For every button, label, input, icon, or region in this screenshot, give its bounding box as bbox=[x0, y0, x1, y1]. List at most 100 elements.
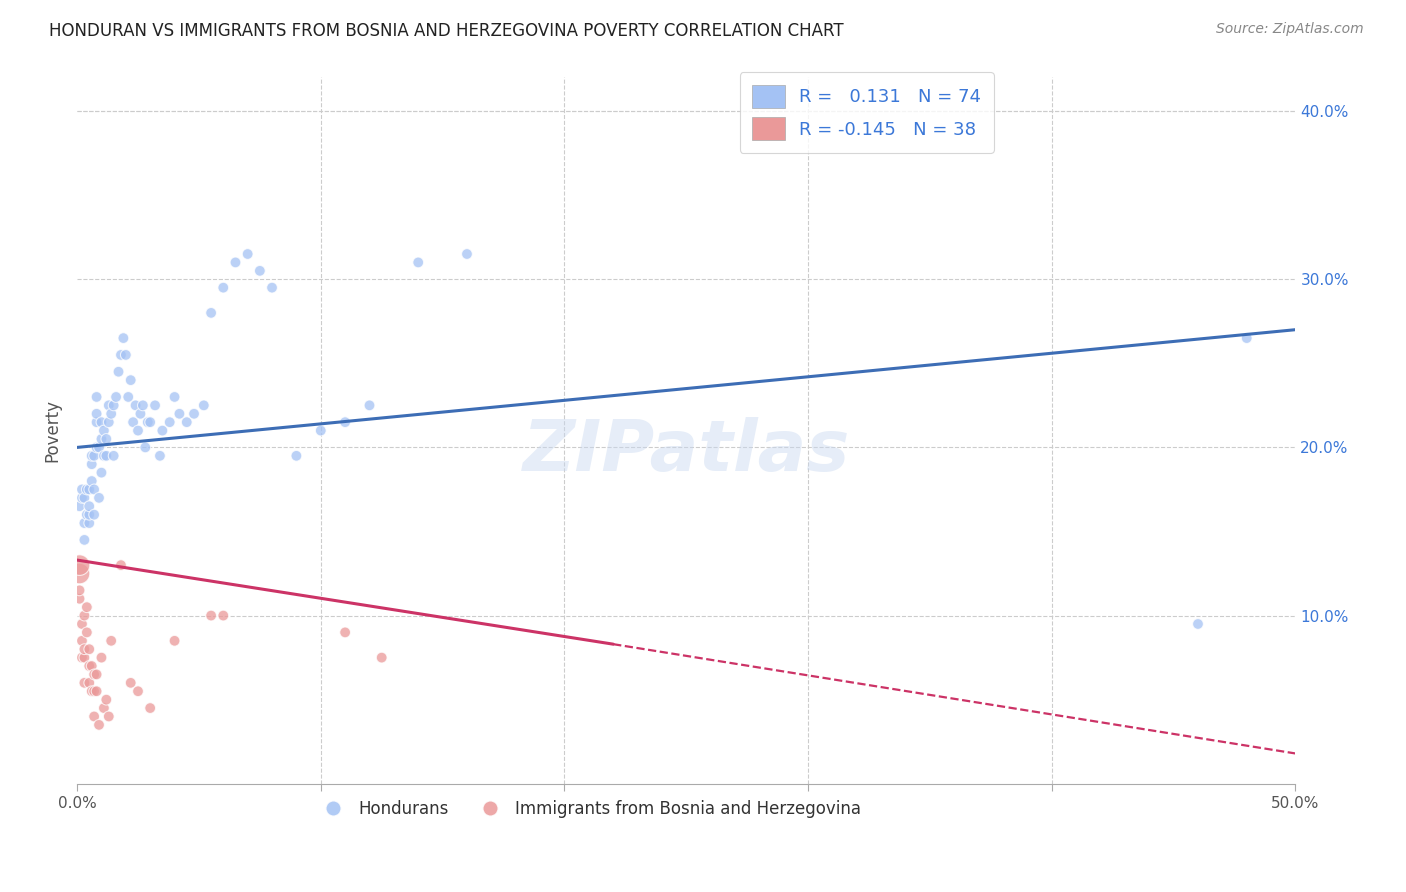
Point bbox=[200, 306, 222, 320]
Point bbox=[69, 566, 91, 581]
Point bbox=[70, 491, 93, 505]
Point bbox=[163, 633, 186, 648]
Point bbox=[73, 642, 96, 657]
Point bbox=[96, 432, 118, 446]
Point bbox=[200, 608, 222, 623]
Point bbox=[285, 449, 308, 463]
Point bbox=[309, 424, 332, 438]
Point bbox=[77, 508, 100, 522]
Point bbox=[139, 701, 162, 715]
Point bbox=[1187, 617, 1209, 632]
Point bbox=[83, 483, 105, 497]
Point bbox=[359, 398, 381, 412]
Point bbox=[149, 449, 172, 463]
Point bbox=[76, 483, 98, 497]
Point bbox=[70, 650, 93, 665]
Point bbox=[103, 449, 125, 463]
Point bbox=[73, 608, 96, 623]
Point bbox=[86, 684, 108, 698]
Point bbox=[90, 466, 112, 480]
Point bbox=[86, 415, 108, 429]
Point bbox=[122, 415, 145, 429]
Point bbox=[86, 667, 108, 681]
Point bbox=[136, 415, 159, 429]
Point bbox=[73, 650, 96, 665]
Point bbox=[1236, 331, 1258, 345]
Point bbox=[77, 516, 100, 530]
Point bbox=[127, 424, 149, 438]
Point bbox=[143, 398, 166, 412]
Point bbox=[70, 483, 93, 497]
Point bbox=[93, 701, 115, 715]
Point bbox=[333, 625, 356, 640]
Point bbox=[73, 533, 96, 547]
Point bbox=[86, 407, 108, 421]
Point bbox=[97, 709, 120, 723]
Point bbox=[73, 676, 96, 690]
Point bbox=[80, 474, 103, 488]
Point bbox=[77, 659, 100, 673]
Point bbox=[139, 415, 162, 429]
Point bbox=[86, 441, 108, 455]
Point bbox=[90, 415, 112, 429]
Point bbox=[107, 365, 129, 379]
Point bbox=[100, 633, 122, 648]
Legend: Hondurans, Immigrants from Bosnia and Herzegovina: Hondurans, Immigrants from Bosnia and He… bbox=[309, 794, 868, 825]
Point bbox=[103, 398, 125, 412]
Point bbox=[83, 508, 105, 522]
Point bbox=[114, 348, 136, 362]
Point bbox=[70, 617, 93, 632]
Point bbox=[110, 348, 132, 362]
Point bbox=[110, 558, 132, 573]
Point bbox=[127, 684, 149, 698]
Point bbox=[87, 718, 110, 732]
Text: ZIPatlas: ZIPatlas bbox=[523, 417, 851, 486]
Point bbox=[76, 625, 98, 640]
Point bbox=[124, 398, 146, 412]
Point bbox=[83, 684, 105, 698]
Point bbox=[249, 264, 271, 278]
Point bbox=[87, 491, 110, 505]
Point bbox=[159, 415, 181, 429]
Point bbox=[97, 415, 120, 429]
Point bbox=[120, 373, 142, 387]
Y-axis label: Poverty: Poverty bbox=[44, 399, 60, 462]
Point bbox=[456, 247, 478, 261]
Point bbox=[93, 424, 115, 438]
Point bbox=[163, 390, 186, 404]
Point bbox=[236, 247, 259, 261]
Point bbox=[169, 407, 191, 421]
Point bbox=[134, 441, 156, 455]
Point bbox=[333, 415, 356, 429]
Point bbox=[83, 449, 105, 463]
Point bbox=[80, 684, 103, 698]
Point bbox=[260, 280, 283, 294]
Point bbox=[69, 591, 91, 606]
Point bbox=[224, 255, 246, 269]
Text: HONDURAN VS IMMIGRANTS FROM BOSNIA AND HERZEGOVINA POVERTY CORRELATION CHART: HONDURAN VS IMMIGRANTS FROM BOSNIA AND H… bbox=[49, 22, 844, 40]
Point bbox=[176, 415, 198, 429]
Point bbox=[112, 331, 135, 345]
Point bbox=[77, 483, 100, 497]
Point bbox=[183, 407, 205, 421]
Point bbox=[83, 709, 105, 723]
Point bbox=[80, 449, 103, 463]
Point bbox=[90, 432, 112, 446]
Point bbox=[77, 676, 100, 690]
Point bbox=[73, 491, 96, 505]
Point bbox=[83, 667, 105, 681]
Point bbox=[86, 390, 108, 404]
Point bbox=[105, 390, 128, 404]
Point bbox=[96, 692, 118, 706]
Point bbox=[76, 508, 98, 522]
Point bbox=[193, 398, 215, 412]
Point bbox=[76, 600, 98, 615]
Point bbox=[97, 398, 120, 412]
Point bbox=[69, 500, 91, 514]
Point bbox=[69, 558, 91, 573]
Point bbox=[77, 642, 100, 657]
Point bbox=[96, 449, 118, 463]
Point bbox=[132, 398, 155, 412]
Point bbox=[212, 280, 235, 294]
Point bbox=[69, 583, 91, 598]
